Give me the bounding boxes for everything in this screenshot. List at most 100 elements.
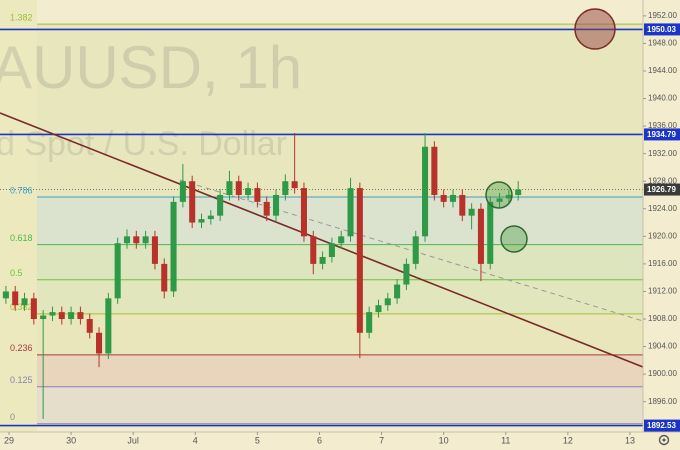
- y-tick-label: 1940.00: [648, 94, 677, 103]
- candle-body: [189, 181, 196, 223]
- price-tag: [644, 183, 680, 196]
- y-tick-label: 1936.00: [648, 121, 677, 130]
- candle-body: [68, 312, 75, 320]
- candle-body: [105, 298, 112, 354]
- candle-body: [422, 146, 429, 237]
- annotation-circle: [485, 181, 513, 209]
- candle-body: [12, 291, 19, 306]
- fib-label: 0.618: [10, 233, 33, 243]
- candle-body: [366, 312, 373, 333]
- fib-label: 1.382: [10, 12, 33, 22]
- fib-label: 0.5: [10, 268, 23, 278]
- candle-body: [356, 188, 363, 333]
- settings-gear[interactable]: [658, 434, 670, 446]
- y-tick-label: 1948.00: [648, 39, 677, 48]
- candle-body: [96, 332, 103, 354]
- candle-body: [440, 194, 447, 202]
- candle-body: [319, 256, 326, 264]
- settings-gear-center[interactable]: [662, 438, 666, 442]
- candle-body: [403, 263, 410, 285]
- settings-icon[interactable]: [658, 434, 670, 446]
- x-tick-label: 13: [625, 435, 635, 445]
- y-tick-label: 1904.00: [648, 342, 677, 351]
- price-axis: [643, 0, 680, 450]
- y-tick-label: 1896.00: [648, 397, 677, 406]
- candle-body: [384, 298, 391, 306]
- x-tick-label: 29: [4, 435, 14, 445]
- x-tick-label: 5: [255, 435, 260, 445]
- y-tick-label: 1928.00: [648, 176, 677, 185]
- x-tick-label: 12: [563, 435, 573, 445]
- candle-body: [468, 208, 475, 216]
- candle-body: [291, 181, 298, 189]
- candle-body: [300, 188, 307, 237]
- y-tick-label: 1916.00: [648, 259, 677, 268]
- price-tag-label: 1892.53: [647, 421, 676, 430]
- price-tag: [644, 419, 680, 432]
- candle-body: [217, 194, 224, 216]
- price-tag-label: 1926.79: [647, 185, 676, 194]
- x-tick-label: 11: [501, 435, 510, 445]
- trend-line: [0, 112, 644, 368]
- y-tick-label: 1900.00: [648, 369, 677, 378]
- fib-zone: [37, 354, 643, 387]
- candle-body: [114, 243, 121, 299]
- candle-body: [30, 298, 37, 320]
- candle-body: [58, 312, 65, 320]
- candle-body: [310, 236, 317, 264]
- candle-body: [207, 215, 214, 220]
- candle-body: [328, 243, 335, 257]
- candle-body: [161, 263, 168, 292]
- fib-label: 0.236: [10, 343, 33, 353]
- candle-body: [449, 194, 457, 202]
- price-tag: [644, 128, 680, 141]
- fib-label: 0: [10, 412, 15, 422]
- candle-body: [394, 284, 401, 299]
- candle-body: [151, 236, 158, 264]
- candle-body: [515, 189, 522, 195]
- y-tick-label: 1908.00: [648, 314, 677, 323]
- candle-body: [123, 236, 131, 244]
- candle-body: [133, 236, 140, 244]
- x-tick-label: Jul: [127, 435, 139, 445]
- candle-body: [254, 188, 261, 202]
- fib-label: 0.382: [10, 302, 33, 312]
- fib-label: 0.125: [10, 375, 33, 385]
- candle-body: [142, 236, 149, 244]
- candle-body: [198, 219, 205, 223]
- candle-body: [505, 194, 512, 199]
- candle-body: [245, 188, 252, 195]
- candle-body: [375, 305, 382, 313]
- levels: 1.382 0.786 0.618 0.5 0.382 0.236 0.125 0: [0, 12, 643, 427]
- candle-body: [77, 312, 84, 320]
- fib-zone: [37, 279, 643, 314]
- candle-body: [338, 236, 345, 244]
- candles: [2, 132, 522, 419]
- candle-body: [179, 181, 186, 202]
- price-tag: [644, 23, 680, 36]
- y-tick-label: 1944.00: [648, 66, 677, 75]
- x-tick-label: 4: [193, 435, 198, 445]
- price-tag-label: 1934.79: [647, 130, 676, 139]
- candle-body: [496, 198, 503, 202]
- y-tick-label: 1912.00: [648, 287, 677, 296]
- candle-body: [21, 298, 28, 306]
- watermark-symbol: AUUSD, 1h: [0, 34, 302, 101]
- candle-body: [226, 181, 233, 195]
- axes: 1896.00 1900.00 1904.00 1908.00 1912.00 1916.…: [4, 11, 680, 445]
- candle-body: [272, 194, 280, 216]
- candle-body: [86, 319, 93, 333]
- x-tick-label: 6: [317, 435, 322, 445]
- candle-body: [170, 201, 177, 292]
- candle-body: [347, 188, 354, 237]
- fib-zones: [37, 24, 643, 424]
- candle-body: [477, 208, 484, 264]
- candle-body: [2, 291, 9, 299]
- session-shade: [0, 0, 37, 432]
- price-tag-label: 1950.03: [647, 25, 676, 34]
- x-tick-label: 30: [66, 435, 76, 445]
- y-tick-label: 1920.00: [648, 231, 677, 240]
